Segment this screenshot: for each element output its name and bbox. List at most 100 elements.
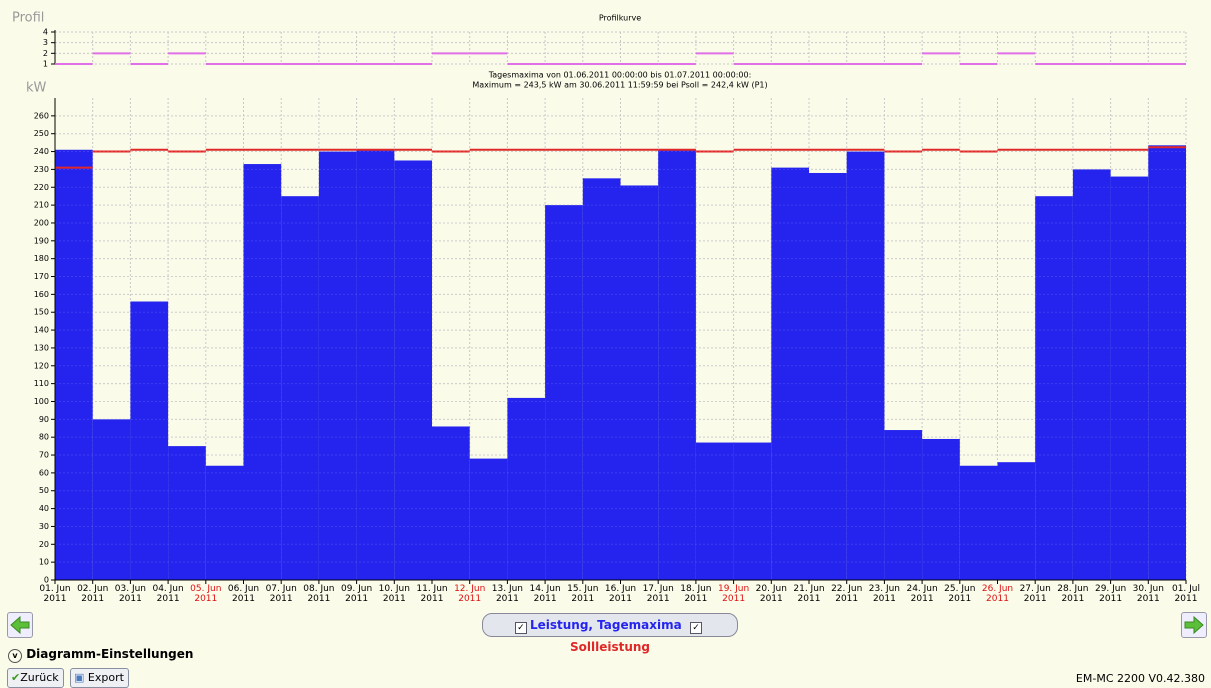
y-tick-label: 90 xyxy=(39,415,49,424)
y-tick-label: 190 xyxy=(34,236,49,245)
x-tick-label: 01. Jul 2011 xyxy=(1171,584,1201,604)
bar xyxy=(1110,176,1149,580)
x-tick-label: 17. Jun 2011 xyxy=(642,584,674,604)
back-button[interactable]: ✔Zurück xyxy=(7,668,64,688)
y-tick-label: 260 xyxy=(34,111,49,120)
settings-label: Diagramm-Einstellungen xyxy=(26,647,194,661)
export-label: Export xyxy=(87,671,124,684)
bar xyxy=(168,446,206,580)
x-tick-label: 21. Jun 2011 xyxy=(793,584,825,604)
bar xyxy=(432,426,470,580)
x-tick-label: 07. Jun 2011 xyxy=(265,584,297,604)
bar xyxy=(1035,196,1073,580)
chart-subtitle: Maximum = 243,5 kW am 30.06.2011 11:59:5… xyxy=(472,81,767,90)
next-button[interactable] xyxy=(1181,612,1207,638)
bar xyxy=(1148,145,1186,580)
y-tick-label: 210 xyxy=(34,201,49,210)
bar xyxy=(809,172,847,580)
bar xyxy=(582,178,621,581)
y-tick-label: 100 xyxy=(34,397,49,406)
y-tick-label: 50 xyxy=(39,486,49,495)
export-button[interactable]: ▣ Export xyxy=(70,668,129,688)
bar xyxy=(1072,169,1111,580)
y-tick-label: 240 xyxy=(34,147,49,156)
y-tick-label: 170 xyxy=(34,272,49,281)
x-tick-label: 19. Jun 2011 xyxy=(717,584,750,604)
x-tick-label: 25. Jun 2011 xyxy=(944,584,976,604)
x-tick-label: 28. Jun 2011 xyxy=(1057,584,1089,604)
profile-title: Profilkurve xyxy=(599,14,641,23)
y-tick-label: 20 xyxy=(39,540,49,549)
x-tick-label: 29. Jun 2011 xyxy=(1094,584,1127,604)
legend: ✓ Leistung, Tagemaxima ✓Sollleistung xyxy=(482,613,738,654)
x-tick-label: 14. Jun 2011 xyxy=(529,584,561,604)
bar xyxy=(205,465,244,580)
bar xyxy=(846,151,885,581)
y-tick-label: 10 xyxy=(39,558,49,567)
bar xyxy=(394,160,432,580)
next-icon xyxy=(1184,615,1204,635)
x-tick-label: 01. Jun 2011 xyxy=(39,584,71,604)
x-tick-label: 23. Jun 2011 xyxy=(868,584,901,604)
bar xyxy=(771,167,809,580)
legend-entry: Leistung, Tagemaxima xyxy=(529,618,682,632)
y-tick-label: 0 xyxy=(44,576,49,585)
x-tick-label: 05. Jun 2011 xyxy=(190,584,222,604)
legend-entry: Sollleistung xyxy=(569,640,651,654)
x-tick-label: 30. Jun 2011 xyxy=(1132,584,1164,604)
bar xyxy=(356,149,395,580)
x-tick-label: 10. Jun 2011 xyxy=(378,584,410,604)
y-tick-label: 40 xyxy=(39,504,49,513)
check-icon: ✔ xyxy=(11,671,21,684)
bar xyxy=(733,442,772,580)
bar xyxy=(469,458,508,580)
x-tick-label: 24. Jun 2011 xyxy=(906,584,938,604)
x-tick-label: 03. Jun 2011 xyxy=(114,584,147,604)
prev-icon xyxy=(10,615,30,635)
x-tick-label: 08. Jun 2011 xyxy=(303,584,335,604)
x-tick-label: 15. Jun 2011 xyxy=(567,584,599,604)
bar xyxy=(997,462,1036,580)
y-tick-label: 140 xyxy=(34,326,49,335)
bar xyxy=(695,442,734,580)
bar xyxy=(130,301,169,580)
y-tick-label: 110 xyxy=(34,379,49,388)
y-tick-label: 30 xyxy=(39,522,49,531)
version-label: EM-MC 2200 V0.42.380 xyxy=(1075,672,1205,685)
y-tick-label: 160 xyxy=(34,290,49,299)
x-tick-label: 04. Jun 2011 xyxy=(152,584,184,604)
x-tick-label: 18. Jun 2011 xyxy=(680,584,712,604)
bar xyxy=(55,149,93,580)
bar xyxy=(922,438,960,580)
y-tick-label: 150 xyxy=(34,308,49,317)
y-tick-label: 200 xyxy=(34,218,49,227)
y-tick-label: 180 xyxy=(34,254,49,263)
bar xyxy=(318,151,357,581)
x-tick-label: 11. Jun 2011 xyxy=(416,584,448,604)
bar xyxy=(281,196,319,580)
back-label: Zurück xyxy=(20,671,59,684)
y-tick-label: 120 xyxy=(34,361,49,370)
x-tick-label: 06. Jun 2011 xyxy=(227,584,260,604)
y-tick-label: 60 xyxy=(39,468,49,477)
bar xyxy=(92,419,131,580)
x-tick-label: 22. Jun 2011 xyxy=(831,584,863,604)
y-tick-label: 80 xyxy=(39,433,49,442)
y-tick-label: 70 xyxy=(39,451,49,460)
y-tick-label: 230 xyxy=(34,165,49,174)
y-tick-label: 250 xyxy=(34,129,49,138)
y-axis-label: kW xyxy=(26,81,47,96)
legend-checkbox[interactable]: ✓ xyxy=(514,622,527,634)
prev-button[interactable] xyxy=(7,612,33,638)
settings-toggle[interactable]: v Diagramm-Einstellungen xyxy=(8,646,193,663)
y-tick-label: 4 xyxy=(43,28,48,37)
bar xyxy=(620,185,659,581)
export-icon: ▣ xyxy=(74,671,85,684)
bar xyxy=(658,149,696,580)
bar xyxy=(507,397,546,580)
y-tick-label: 130 xyxy=(34,343,49,352)
y-tick-label: 3 xyxy=(43,38,48,47)
legend-checkbox[interactable]: ✓ xyxy=(690,622,703,634)
